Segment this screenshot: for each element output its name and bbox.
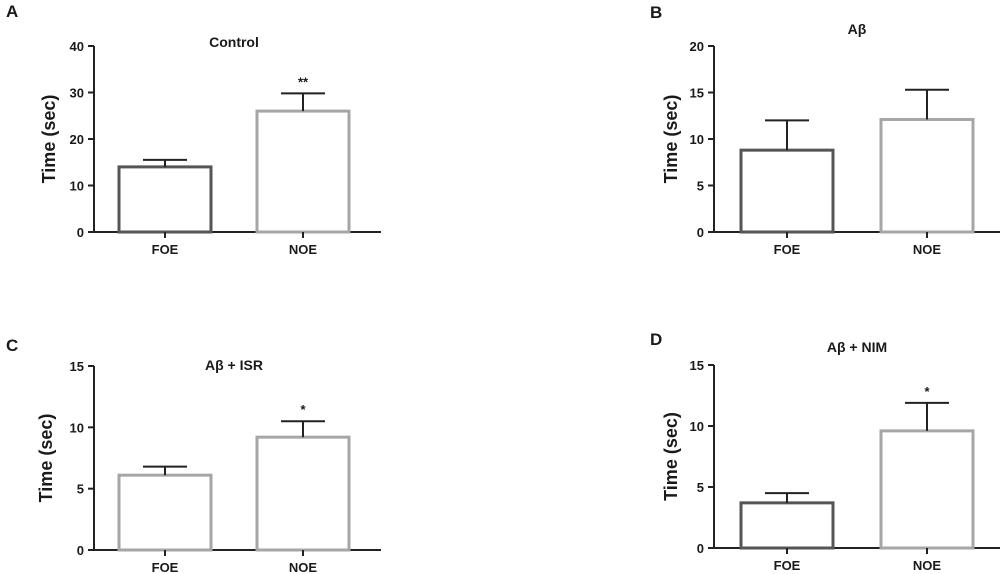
y-axis-label: Time (sec) — [661, 412, 681, 501]
panel-letter: B — [650, 3, 662, 22]
y-tick-label: 5 — [77, 482, 84, 497]
y-tick-label: 10 — [70, 420, 84, 435]
y-tick-label: 20 — [690, 39, 704, 54]
significance-marker: * — [300, 402, 306, 417]
y-tick-label: 30 — [70, 86, 84, 101]
chart-title: Aβ — [848, 21, 867, 37]
category-label: NOE — [913, 242, 942, 257]
y-tick-label: 20 — [70, 132, 84, 147]
bar-foe — [739, 148, 835, 234]
panel-letter: C — [6, 336, 18, 355]
y-tick-label: 0 — [77, 225, 84, 240]
chart-title: Aβ + NIM — [827, 339, 887, 355]
category-label: NOE — [289, 242, 318, 257]
y-tick-label: 10 — [70, 179, 84, 194]
category-label: FOE — [152, 560, 179, 574]
category-label: NOE — [913, 558, 942, 573]
bar-noe — [255, 435, 351, 552]
panel-letter: A — [6, 2, 18, 21]
category-label: FOE — [774, 558, 801, 573]
bar-noe — [255, 109, 351, 234]
bar-noe — [879, 429, 975, 550]
y-tick-label: 0 — [697, 541, 704, 556]
y-tick-label: 15 — [690, 86, 704, 101]
bar-foe — [739, 501, 835, 550]
category-label: FOE — [774, 242, 801, 257]
y-axis-label: Time (sec) — [36, 414, 56, 503]
bar-foe — [117, 165, 213, 234]
y-tick-label: 10 — [690, 419, 704, 434]
significance-marker: ** — [298, 74, 309, 89]
chart-title: Control — [209, 34, 259, 50]
y-tick-label: 10 — [690, 132, 704, 147]
bar-foe — [117, 473, 213, 552]
category-label: FOE — [152, 242, 179, 257]
significance-marker: * — [924, 384, 930, 399]
panel-letter: D — [650, 330, 662, 349]
y-tick-label: 15 — [690, 358, 704, 373]
y-tick-label: 0 — [697, 225, 704, 240]
bar-noe — [879, 117, 975, 234]
y-axis-label: Time (sec) — [661, 95, 681, 184]
category-label: NOE — [289, 560, 318, 574]
y-tick-label: 15 — [70, 359, 84, 374]
y-axis-label: Time (sec) — [39, 95, 59, 184]
chart-title: Aβ + ISR — [205, 357, 263, 373]
y-tick-label: 0 — [77, 543, 84, 558]
y-tick-label: 5 — [697, 480, 704, 495]
y-tick-label: 40 — [70, 39, 84, 54]
y-tick-label: 5 — [697, 179, 704, 194]
